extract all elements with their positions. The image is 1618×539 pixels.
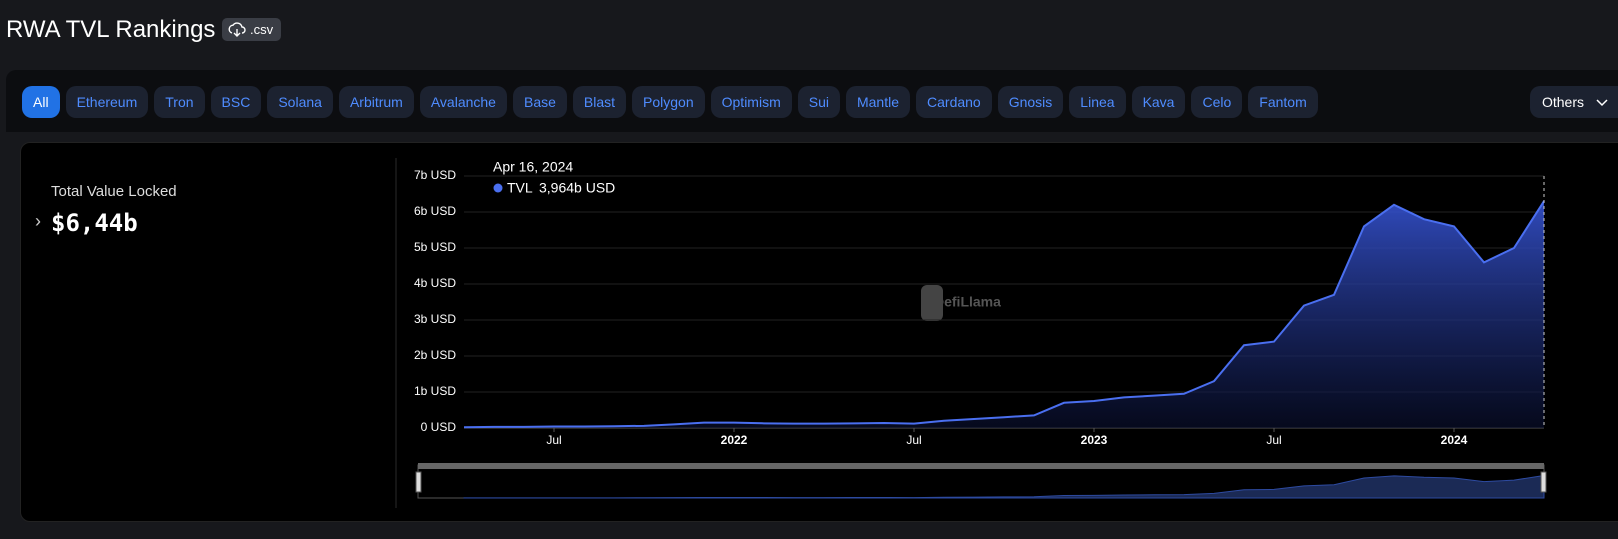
x-tick-label: Jul bbox=[906, 433, 921, 447]
chain-chip[interactable]: Mantle bbox=[845, 86, 911, 118]
summary-value: $6,44b bbox=[51, 209, 138, 237]
chain-chip[interactable]: Avalanche bbox=[419, 86, 507, 118]
tooltip-value: 3,964b USD bbox=[539, 180, 615, 196]
chain-chip[interactable]: Celo bbox=[1191, 86, 1243, 118]
area-fill bbox=[464, 201, 1544, 428]
others-dropdown[interactable]: Others bbox=[1529, 86, 1618, 118]
x-tick-label: 2023 bbox=[1081, 433, 1108, 447]
watermark: DefiLlama bbox=[934, 294, 1001, 310]
chain-chip[interactable]: Tron bbox=[154, 86, 205, 118]
y-tick-label: 3b USD bbox=[414, 312, 456, 326]
tooltip-date: Apr 16, 2024 bbox=[493, 159, 573, 175]
y-tick-label: 6b USD bbox=[414, 204, 456, 218]
chain-list: All Ethereum Tron BSC Solana Arbitrum Avalanch… bbox=[22, 86, 1318, 118]
y-tick-label: 0 USD bbox=[421, 420, 457, 434]
y-tick-label: 7b USD bbox=[414, 168, 456, 182]
chain-chip[interactable]: All bbox=[22, 86, 60, 118]
chain-chip[interactable]: Gnosis bbox=[997, 86, 1064, 118]
x-tick-label: 2022 bbox=[721, 433, 748, 447]
navigator-top bbox=[418, 463, 1544, 469]
x-tick-label: 2024 bbox=[1441, 433, 1468, 447]
expand-chevron[interactable]: › bbox=[35, 211, 41, 231]
csv-button[interactable]: .csv bbox=[222, 18, 282, 41]
chain-chip[interactable]: Arbitrum bbox=[338, 86, 414, 118]
tooltip-series: TVL bbox=[507, 180, 533, 196]
area-line bbox=[463, 200, 1545, 429]
chevron-down bbox=[1596, 99, 1608, 107]
chart: DefiLlama 0 USD 1b USD 2b USD 3b USD 4b USD 5… bbox=[395, 158, 1547, 508]
chain-chip[interactable]: Solana bbox=[267, 86, 333, 118]
tooltip-swatch bbox=[493, 183, 503, 193]
download-icon bbox=[228, 22, 246, 37]
csv-label: .csv bbox=[250, 22, 274, 37]
chain-chip[interactable]: Sui bbox=[797, 86, 840, 118]
y-tick-label: 1b USD bbox=[414, 384, 456, 398]
y-tick-label: 2b USD bbox=[414, 348, 456, 362]
chain-chip[interactable]: Base bbox=[512, 86, 567, 118]
chain-chip[interactable]: Cardano bbox=[916, 86, 992, 118]
chain-chip[interactable]: Blast bbox=[572, 86, 627, 118]
chain-chip[interactable]: BSC bbox=[210, 86, 262, 118]
chain-bar: All Ethereum Tron BSC Solana Arbitrum Avalanch… bbox=[6, 70, 1618, 132]
x-tick-label: Jul bbox=[546, 433, 561, 447]
chain-chip[interactable]: Kava bbox=[1131, 86, 1186, 118]
watermark-logo bbox=[921, 285, 943, 321]
chain-chip[interactable]: Fantom bbox=[1248, 86, 1318, 118]
summary-label: Total Value Locked bbox=[51, 183, 177, 200]
navigator-area bbox=[463, 474, 1545, 499]
x-tick-label: Jul bbox=[1266, 433, 1281, 447]
navigator-handle bbox=[1540, 471, 1547, 493]
chain-chip[interactable]: Ethereum bbox=[65, 86, 149, 118]
chain-chip[interactable]: Polygon bbox=[632, 86, 705, 118]
y-tick-label: 5b USD bbox=[414, 240, 456, 254]
navigator-handle bbox=[415, 471, 422, 493]
others-label: Others bbox=[1541, 94, 1584, 110]
chain-chip[interactable]: Linea bbox=[1069, 86, 1126, 118]
y-tick-label: 4b USD bbox=[414, 276, 456, 290]
chain-chip[interactable]: Optimism bbox=[710, 86, 792, 118]
chart-panel: › Total Value Locked $6,44b DefiLlama 0 … bbox=[20, 142, 1618, 522]
page-title: RWA TVL Rankings bbox=[6, 16, 216, 43]
